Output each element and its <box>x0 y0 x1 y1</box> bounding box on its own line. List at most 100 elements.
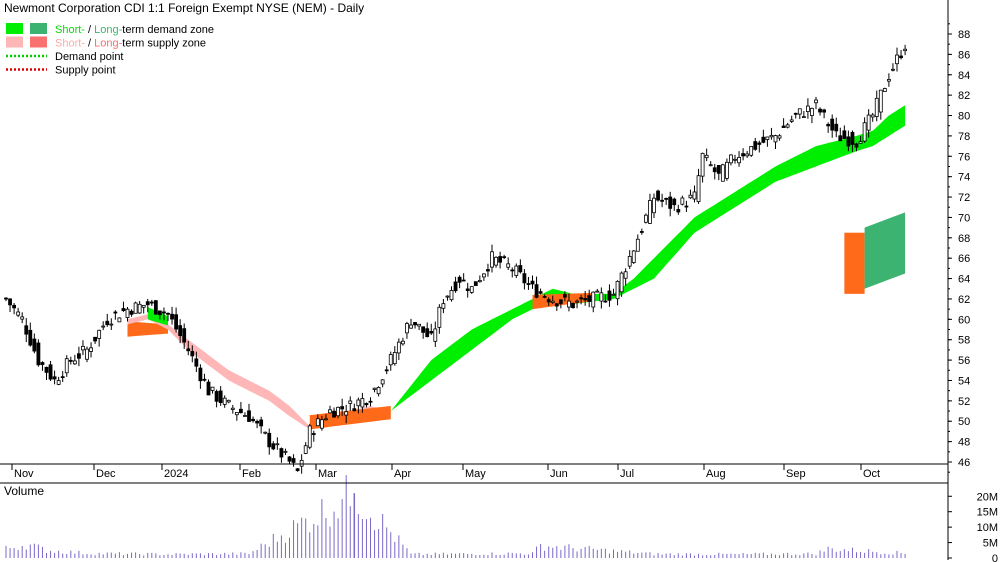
x-tick-label: Feb <box>242 468 261 480</box>
candle <box>563 291 567 302</box>
short-term-demand-zone <box>390 105 906 412</box>
y-tick-label: 52 <box>958 396 970 408</box>
y-tick-label: 82 <box>958 90 970 102</box>
candle <box>514 263 519 279</box>
candle <box>417 323 422 331</box>
candle <box>858 135 863 144</box>
svg-text:Short- / Long-term supply zone: Short- / Long-term supply zone <box>55 38 206 50</box>
candle <box>380 379 385 388</box>
candle <box>542 294 547 299</box>
candle <box>101 321 106 331</box>
candle <box>652 193 656 218</box>
candle <box>8 298 12 313</box>
candle <box>324 414 328 421</box>
volume-tick-label: 0 <box>992 553 998 562</box>
y-tick-label: 84 <box>958 70 970 82</box>
candle <box>279 447 284 463</box>
candle <box>303 442 308 455</box>
candle <box>28 322 33 347</box>
x-tick-label: Aug <box>706 468 726 480</box>
candle <box>109 318 114 330</box>
candle <box>631 249 636 265</box>
candle <box>838 127 843 142</box>
candle <box>704 148 709 162</box>
candle <box>737 151 741 167</box>
y-tick-label: 56 <box>958 355 970 367</box>
candle <box>546 297 551 306</box>
candle <box>648 193 652 224</box>
volume-plot <box>5 475 906 558</box>
y-tick-label: 64 <box>958 274 970 286</box>
candle <box>486 263 490 277</box>
candle <box>518 259 523 274</box>
candle <box>810 107 814 124</box>
candle <box>741 148 745 161</box>
legend-item: Short- / Long-term demand zone <box>6 23 214 36</box>
candle <box>291 454 296 467</box>
candle <box>198 364 203 389</box>
candle <box>77 346 81 367</box>
candle <box>247 403 251 422</box>
legend-item: Supply point <box>6 65 116 77</box>
candle <box>170 306 174 325</box>
x-tick-label: Jun <box>550 468 568 480</box>
candle <box>477 275 482 283</box>
candle <box>125 306 130 322</box>
candle <box>797 108 802 120</box>
candle <box>68 356 73 365</box>
x-tick-label: Jul <box>620 468 634 480</box>
candle <box>891 63 895 72</box>
candle <box>822 108 826 119</box>
candle <box>619 271 624 297</box>
candle <box>133 301 138 314</box>
volume-title: Volume <box>4 484 44 498</box>
candle <box>56 376 61 386</box>
candle <box>903 44 907 56</box>
long-term-demand-box <box>864 212 906 289</box>
x-tick-label: Sep <box>786 468 806 480</box>
candle <box>315 414 320 427</box>
candle <box>421 326 426 339</box>
candle <box>48 360 53 382</box>
volume-tick-label: 5M <box>983 538 998 550</box>
candle <box>85 346 89 363</box>
y-tick-label: 68 <box>958 233 970 245</box>
candle <box>895 47 899 72</box>
candle <box>668 191 673 217</box>
candle <box>538 288 543 295</box>
candle <box>862 117 867 143</box>
candle <box>899 49 903 60</box>
candle <box>627 250 632 269</box>
x-tick-label: Nov <box>14 468 34 480</box>
candle <box>214 389 219 408</box>
candle <box>392 346 397 366</box>
y-tick-label: 80 <box>958 111 970 123</box>
candle <box>81 340 85 356</box>
candle <box>712 163 717 180</box>
candle <box>522 269 527 290</box>
candle <box>583 291 588 306</box>
y-tick-label: 86 <box>958 49 970 61</box>
candle <box>121 301 126 312</box>
candle <box>137 301 142 314</box>
candle <box>684 200 689 213</box>
candle <box>692 185 697 203</box>
y-tick-label: 66 <box>958 253 970 265</box>
candle <box>190 345 195 363</box>
candle <box>89 342 93 358</box>
candle <box>283 448 288 456</box>
candle <box>400 337 405 346</box>
y-tick-label: 76 <box>958 151 970 163</box>
candle <box>874 90 879 122</box>
candle <box>36 339 41 367</box>
y-tick-label: 48 <box>958 437 970 449</box>
candle <box>498 251 503 269</box>
candle <box>777 134 782 141</box>
candle <box>340 398 345 417</box>
candle <box>481 273 486 281</box>
chart-title: Newmont Corporation CDI 1:1 Foreign Exem… <box>4 1 364 15</box>
candle <box>218 386 223 406</box>
candle <box>449 286 454 302</box>
candle <box>44 366 49 380</box>
candle <box>441 298 446 314</box>
